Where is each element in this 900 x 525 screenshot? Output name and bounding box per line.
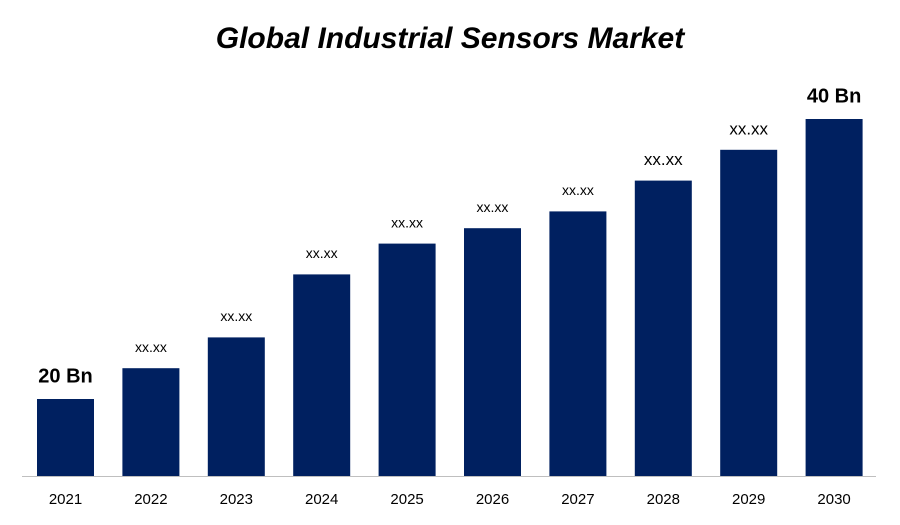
x-tick-label: 2030 xyxy=(817,491,850,508)
value-label: xx.xx xyxy=(306,245,338,261)
x-tick-label: 2024 xyxy=(305,491,338,508)
bar xyxy=(634,180,692,476)
bar xyxy=(720,149,778,477)
bar xyxy=(549,211,607,476)
value-label: xx.xx xyxy=(135,339,167,355)
value-label: xx.xx xyxy=(562,182,594,198)
value-label: xx.xx xyxy=(644,150,683,169)
x-tick-label: 2023 xyxy=(220,491,253,508)
bar xyxy=(464,228,521,476)
x-tick-label: 2029 xyxy=(732,491,765,508)
value-label: xx.xx xyxy=(220,308,252,324)
bar xyxy=(122,368,180,476)
bar xyxy=(207,337,265,476)
x-tick-label: 2021 xyxy=(49,491,82,508)
x-tick-label: 2028 xyxy=(647,491,680,508)
chart-title: Global Industrial Sensors Market xyxy=(216,22,686,55)
bar xyxy=(293,274,351,476)
bar xyxy=(378,243,436,476)
x-tick-label: 2026 xyxy=(476,491,509,508)
value-label: 20 Bn xyxy=(38,365,92,387)
value-label: xx.xx xyxy=(729,119,768,138)
value-label: xx.xx xyxy=(391,214,423,230)
x-tick-label: 2027 xyxy=(561,491,594,508)
x-tick-label: 2022 xyxy=(134,491,167,508)
value-label: xx.xx xyxy=(477,199,509,215)
x-tick-label: 2025 xyxy=(390,491,423,508)
bar xyxy=(805,119,863,476)
bar xyxy=(37,399,94,476)
value-label: 40 Bn xyxy=(807,85,861,107)
